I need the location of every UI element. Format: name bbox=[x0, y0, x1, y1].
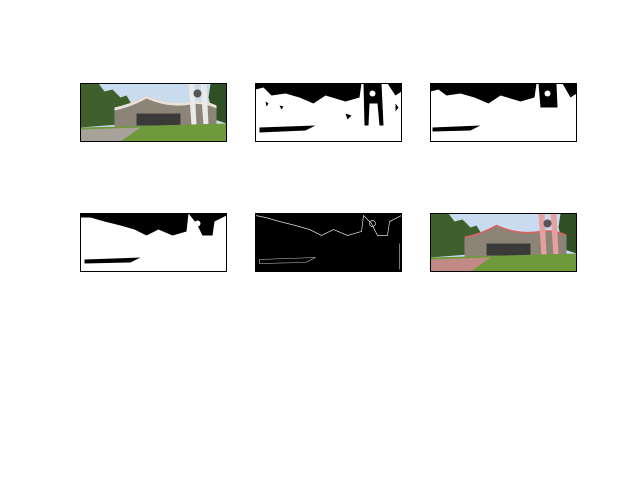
road bbox=[430, 257, 491, 272]
mask-sky bbox=[430, 83, 577, 104]
windows bbox=[486, 243, 531, 256]
panel-frame bbox=[430, 213, 577, 272]
mask-sky bbox=[255, 83, 402, 104]
mask-streak bbox=[259, 125, 316, 133]
photo-panel bbox=[80, 83, 227, 142]
tower-circle bbox=[543, 219, 552, 228]
panel-frame bbox=[80, 213, 227, 272]
panel-frame bbox=[255, 83, 402, 142]
tower bbox=[363, 83, 384, 126]
tower-circle bbox=[193, 89, 202, 98]
tower-circle bbox=[369, 90, 376, 97]
mask-panel bbox=[255, 83, 402, 142]
panel-frame bbox=[255, 213, 402, 272]
windows bbox=[136, 113, 181, 126]
mask-sky bbox=[80, 213, 227, 236]
edge-background bbox=[255, 213, 402, 272]
overlay-panel bbox=[430, 213, 577, 272]
edge-circle bbox=[369, 220, 376, 227]
tower bbox=[538, 213, 559, 256]
panel-frame bbox=[430, 83, 577, 142]
road bbox=[80, 127, 141, 142]
edge-line bbox=[255, 214, 402, 236]
tower-circle bbox=[544, 90, 551, 97]
mask-panel bbox=[430, 83, 577, 142]
mask-panel bbox=[80, 213, 227, 272]
edge-line bbox=[259, 257, 316, 264]
roof bbox=[114, 95, 217, 111]
tower-circle bbox=[194, 220, 201, 227]
edge-panel bbox=[255, 213, 402, 272]
mask-streak bbox=[84, 257, 141, 264]
panel-frame bbox=[80, 83, 227, 142]
mask-streak bbox=[432, 125, 481, 132]
tower bbox=[188, 83, 209, 126]
